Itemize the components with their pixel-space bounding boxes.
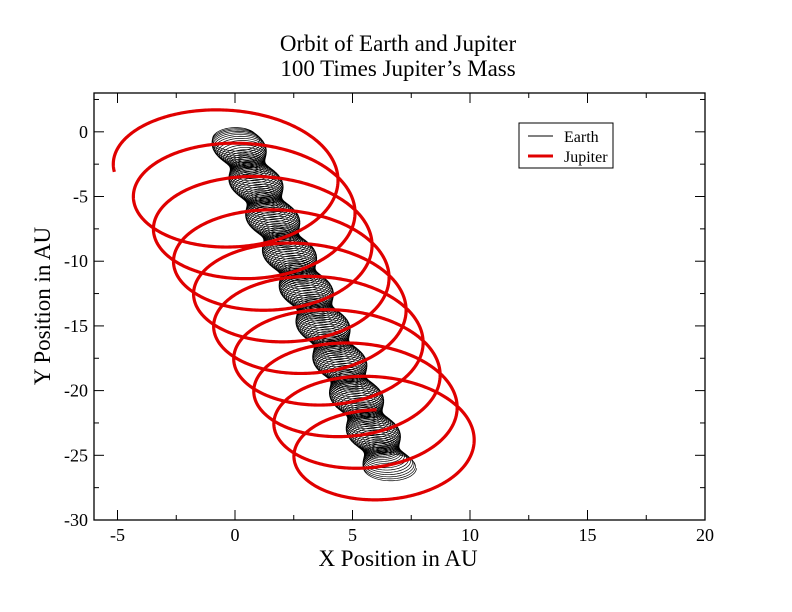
plot-area [93, 92, 706, 521]
plot-frame [93, 92, 706, 521]
legend-box [518, 122, 614, 169]
x-tick-label: 0 [231, 525, 240, 545]
x-tick-label: 15 [579, 525, 597, 545]
series-layer [111, 108, 476, 502]
axes: -5 0 5 10 15 20 0 -5 -10 -15 -20 -25 -30 [64, 93, 714, 545]
y-tick-label: 0 [79, 122, 88, 142]
y-tick-label: -30 [64, 510, 88, 530]
y-axis-label: Y Position in AU [30, 226, 55, 385]
legend: Earth Jupiter [518, 122, 614, 169]
y-tick-label: -25 [64, 445, 88, 465]
x-tick-label: 10 [461, 525, 479, 545]
y-tick-label: -15 [64, 316, 88, 336]
y-tick-label: -20 [64, 381, 88, 401]
y-tick-label: -5 [73, 187, 88, 207]
x-tick-label: 5 [348, 525, 357, 545]
x-tick-label: -5 [110, 525, 125, 545]
legend-jupiter-label: Jupiter [564, 149, 608, 166]
chart-title: Orbit of Earth and Jupiter [280, 31, 517, 56]
x-tick-label: 20 [696, 525, 714, 545]
series-jupiter-line [111, 108, 476, 502]
series-earth-line [211, 127, 417, 482]
legend-earth-label: Earth [564, 129, 599, 146]
y-tick-label: -10 [64, 251, 88, 271]
chart-subtitle: 100 Times Jupiter’s Mass [280, 56, 515, 81]
x-axis-label: X Position in AU [318, 546, 478, 571]
